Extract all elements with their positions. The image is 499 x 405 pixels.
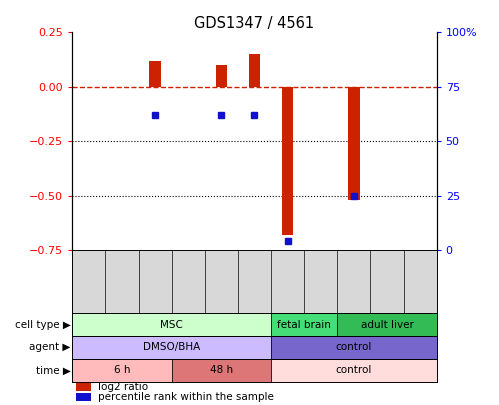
Text: DMSO/BHA: DMSO/BHA bbox=[143, 343, 200, 352]
Text: 48 h: 48 h bbox=[210, 365, 233, 375]
Bar bbox=[348, 87, 360, 200]
Title: GDS1347 / 4561: GDS1347 / 4561 bbox=[195, 16, 314, 31]
Text: time ▶: time ▶ bbox=[35, 365, 70, 375]
Bar bbox=[282, 87, 293, 235]
Bar bbox=[149, 61, 161, 87]
Text: agent ▶: agent ▶ bbox=[29, 343, 70, 352]
Text: MSC: MSC bbox=[160, 320, 183, 330]
Bar bbox=[72, 336, 271, 359]
Text: log2 ratio: log2 ratio bbox=[98, 382, 148, 392]
Bar bbox=[337, 313, 437, 336]
Bar bbox=[271, 359, 437, 382]
Bar bbox=[76, 393, 91, 401]
Bar bbox=[172, 359, 271, 382]
Bar bbox=[271, 336, 437, 359]
Bar bbox=[249, 54, 260, 87]
Text: control: control bbox=[336, 365, 372, 375]
Text: fetal brain: fetal brain bbox=[277, 320, 331, 330]
Text: adult liver: adult liver bbox=[360, 320, 413, 330]
Bar bbox=[72, 313, 271, 336]
Text: percentile rank within the sample: percentile rank within the sample bbox=[98, 392, 274, 402]
Text: cell type ▶: cell type ▶ bbox=[14, 320, 70, 330]
Bar bbox=[216, 65, 227, 87]
Text: 6 h: 6 h bbox=[114, 365, 130, 375]
Text: control: control bbox=[336, 343, 372, 352]
Bar bbox=[72, 359, 172, 382]
Bar bbox=[271, 313, 337, 336]
Bar bbox=[76, 383, 91, 391]
